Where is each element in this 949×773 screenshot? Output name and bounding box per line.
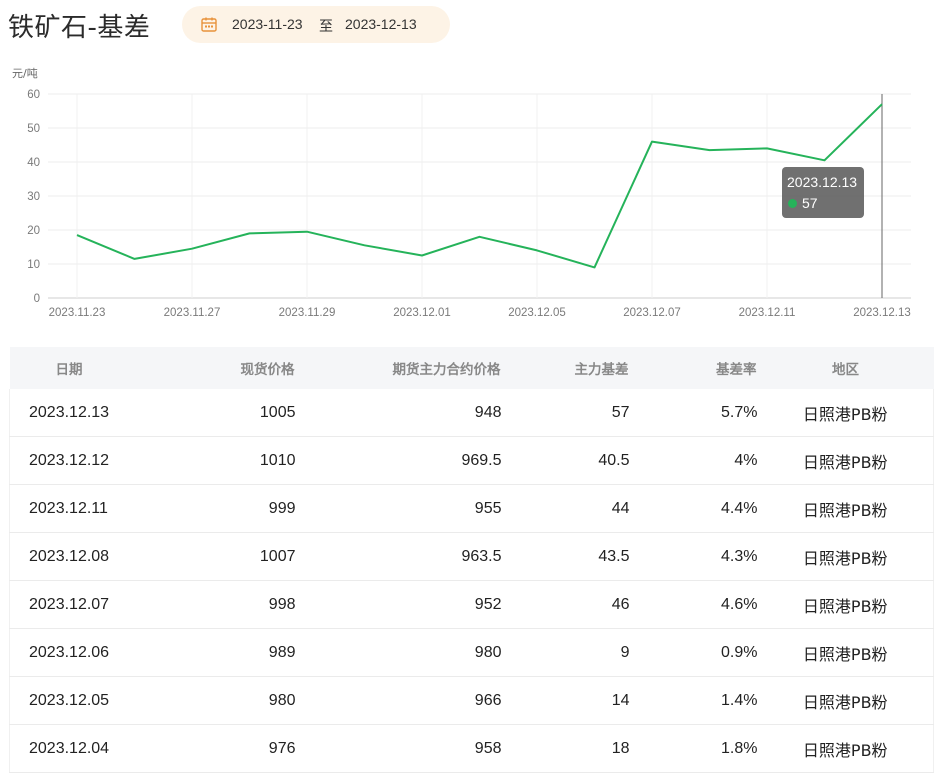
y-tick-label: 40 — [27, 157, 40, 169]
table-row: 2023.12.12 1010 969.5 40.5 4% 日照港PB粉 — [9, 436, 934, 485]
cell-region: 日照港PB粉 — [757, 436, 934, 485]
chart-tooltip: 2023.12.13 57 — [782, 167, 864, 218]
cell-futures-price: 969.5 — [295, 436, 502, 485]
cell-futures-price: 958 — [295, 724, 502, 773]
x-tick-label: 2023.12.07 — [623, 307, 681, 319]
y-tick-label: 20 — [27, 225, 40, 237]
cell-spot-price: 999 — [188, 484, 296, 533]
cell-futures-price: 952 — [295, 580, 502, 629]
calendar-icon — [201, 17, 217, 32]
cell-region: 日照港PB粉 — [757, 532, 934, 581]
cell-basis: 18 — [501, 724, 630, 773]
cell-basis-rate: 0.9% — [629, 628, 758, 677]
x-tick-label: 2023.11.29 — [279, 307, 336, 319]
cell-date: 2023.12.08 — [9, 532, 189, 581]
basis-table: 日期 现货价格 期货主力合约价格 主力基差 基差率 地区 2023.12.13 … — [9, 347, 934, 773]
col-header-futures-price: 期货主力合约价格 — [295, 347, 502, 389]
cell-region: 日照港PB粉 — [757, 389, 934, 437]
x-tick-label: 2023.11.27 — [164, 307, 221, 319]
cell-spot-price: 980 — [188, 676, 296, 725]
col-header-basis: 主力基差 — [501, 347, 630, 389]
table-row: 2023.12.07 998 952 46 4.6% 日照港PB粉 — [9, 580, 934, 629]
cell-date: 2023.12.07 — [9, 580, 189, 629]
basis-line-chart[interactable]: 0 10 20 30 40 50 60 2023.11.23 2023.11.27 2023.11… — [0, 80, 949, 325]
cell-basis: 43.5 — [501, 532, 630, 581]
cell-basis-rate: 4.3% — [629, 532, 758, 581]
cell-region: 日照港PB粉 — [757, 580, 934, 629]
series-line — [76, 103, 883, 269]
cell-spot-price: 976 — [188, 724, 296, 773]
cell-spot-price: 1005 — [188, 389, 296, 437]
cell-futures-price: 963.5 — [295, 532, 502, 581]
y-tick-label: 10 — [27, 259, 40, 271]
table-row: 2023.12.11 999 955 44 4.4% 日照港PB粉 — [9, 484, 934, 533]
x-tick-label: 2023.11.23 — [49, 307, 106, 319]
table-row: 2023.12.13 1005 948 57 5.7% 日照港PB粉 — [9, 389, 934, 437]
cell-basis: 14 — [501, 676, 630, 725]
x-tick-label: 2023.12.05 — [508, 307, 566, 319]
cell-futures-price: 966 — [295, 676, 502, 725]
x-tick-label: 2023.12.13 — [853, 307, 911, 319]
cell-region: 日照港PB粉 — [757, 628, 934, 677]
tooltip-value: 57 — [802, 195, 818, 211]
table-row: 2023.12.08 1007 963.5 43.5 4.3% 日照港PB粉 — [9, 532, 934, 581]
cell-basis-rate: 4.6% — [629, 580, 758, 629]
cell-spot-price: 1010 — [188, 436, 296, 485]
cell-basis-rate: 4.4% — [629, 484, 758, 533]
cell-date: 2023.12.12 — [9, 436, 189, 485]
y-tick-label: 50 — [27, 123, 40, 135]
y-tick-label: 0 — [34, 293, 40, 305]
cell-date: 2023.12.04 — [9, 724, 189, 773]
page-title: 铁矿石-基差 — [8, 13, 151, 43]
col-header-basis-rate: 基差率 — [629, 347, 758, 389]
table-row: 2023.12.05 980 966 14 1.4% 日照港PB粉 — [9, 676, 934, 725]
date-start[interactable]: 2023-11-23 — [232, 16, 303, 32]
cell-basis: 46 — [501, 580, 630, 629]
y-axis-unit: 元/吨 — [12, 67, 38, 80]
cell-spot-price: 998 — [188, 580, 296, 629]
cell-region: 日照港PB粉 — [757, 724, 934, 773]
cell-basis-rate: 1.8% — [629, 724, 758, 773]
cell-region: 日照港PB粉 — [757, 484, 934, 533]
tooltip-date: 2023.12.13 — [787, 174, 858, 190]
table-header-row: 日期 现货价格 期货主力合约价格 主力基差 基差率 地区 — [9, 347, 934, 389]
cell-basis: 40.5 — [501, 436, 630, 485]
x-tick-label: 2023.12.11 — [739, 307, 796, 319]
cell-basis-rate: 4% — [629, 436, 758, 485]
table-row: 2023.12.04 976 958 18 1.8% 日照港PB粉 — [9, 724, 934, 773]
cell-basis-rate: 5.7% — [629, 389, 758, 437]
col-header-date: 日期 — [9, 347, 189, 389]
series-dot-icon — [788, 199, 797, 208]
date-separator: 至 — [319, 18, 333, 34]
cell-region: 日照港PB粉 — [757, 676, 934, 725]
cell-spot-price: 989 — [188, 628, 296, 677]
table-row: 2023.12.06 989 980 9 0.9% 日照港PB粉 — [9, 628, 934, 677]
cell-futures-price: 948 — [295, 389, 502, 437]
date-end[interactable]: 2023-12-13 — [345, 16, 417, 32]
cell-spot-price: 1007 — [188, 532, 296, 581]
col-header-spot-price: 现货价格 — [188, 347, 296, 389]
cell-date: 2023.12.13 — [9, 389, 189, 437]
cell-date: 2023.12.06 — [9, 628, 189, 677]
cell-basis: 57 — [501, 389, 630, 437]
y-tick-label: 60 — [27, 89, 40, 101]
cell-date: 2023.12.05 — [9, 676, 189, 725]
cell-futures-price: 980 — [295, 628, 502, 677]
x-tick-label: 2023.12.01 — [393, 307, 451, 319]
cell-date: 2023.12.11 — [9, 484, 189, 533]
cell-basis: 44 — [501, 484, 630, 533]
col-header-region: 地区 — [757, 347, 934, 389]
cell-basis-rate: 1.4% — [629, 676, 758, 725]
cell-futures-price: 955 — [295, 484, 502, 533]
y-tick-label: 30 — [27, 191, 40, 203]
cell-basis: 9 — [501, 628, 630, 677]
date-range-picker[interactable]: 2023-11-23 至 2023-12-13 — [182, 6, 450, 43]
